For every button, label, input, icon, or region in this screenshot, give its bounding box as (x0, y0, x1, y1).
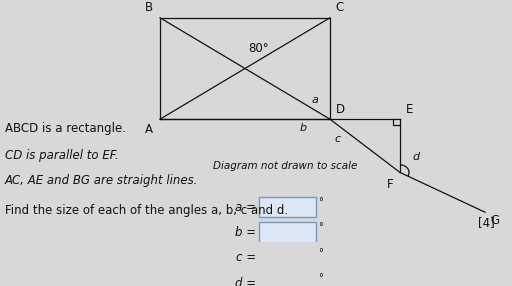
Text: 80°: 80° (248, 42, 269, 55)
Text: Find the size of each of the angles a, b, c and d.: Find the size of each of the angles a, b… (5, 204, 288, 217)
Text: b: b (300, 123, 307, 133)
Text: C: C (335, 1, 343, 14)
Text: A: A (145, 123, 153, 136)
Text: c: c (334, 134, 340, 144)
Text: °: ° (318, 197, 323, 207)
Text: c =: c = (236, 251, 256, 264)
Text: °: ° (318, 222, 323, 232)
Text: °: ° (318, 248, 323, 258)
FancyBboxPatch shape (259, 248, 316, 268)
Text: G: G (490, 214, 499, 227)
Text: AC, AE and BG are straight lines.: AC, AE and BG are straight lines. (5, 174, 199, 187)
Text: °: ° (318, 273, 323, 283)
FancyBboxPatch shape (259, 222, 316, 243)
FancyBboxPatch shape (259, 273, 316, 286)
Text: d: d (412, 152, 419, 162)
Text: CD is parallel to EF.: CD is parallel to EF. (5, 149, 119, 162)
Text: ABCD is a rectangle.: ABCD is a rectangle. (5, 122, 126, 135)
Text: E: E (406, 103, 413, 116)
Text: Diagram not drawn to scale: Diagram not drawn to scale (213, 162, 357, 172)
FancyBboxPatch shape (259, 197, 316, 217)
Text: a: a (312, 95, 319, 105)
Text: b =: b = (235, 226, 256, 239)
Text: D: D (336, 103, 345, 116)
Text: a =: a = (235, 200, 256, 214)
Text: d =: d = (235, 277, 256, 286)
Text: [4]: [4] (478, 217, 495, 229)
Text: B: B (145, 1, 153, 14)
Text: F: F (388, 178, 394, 190)
